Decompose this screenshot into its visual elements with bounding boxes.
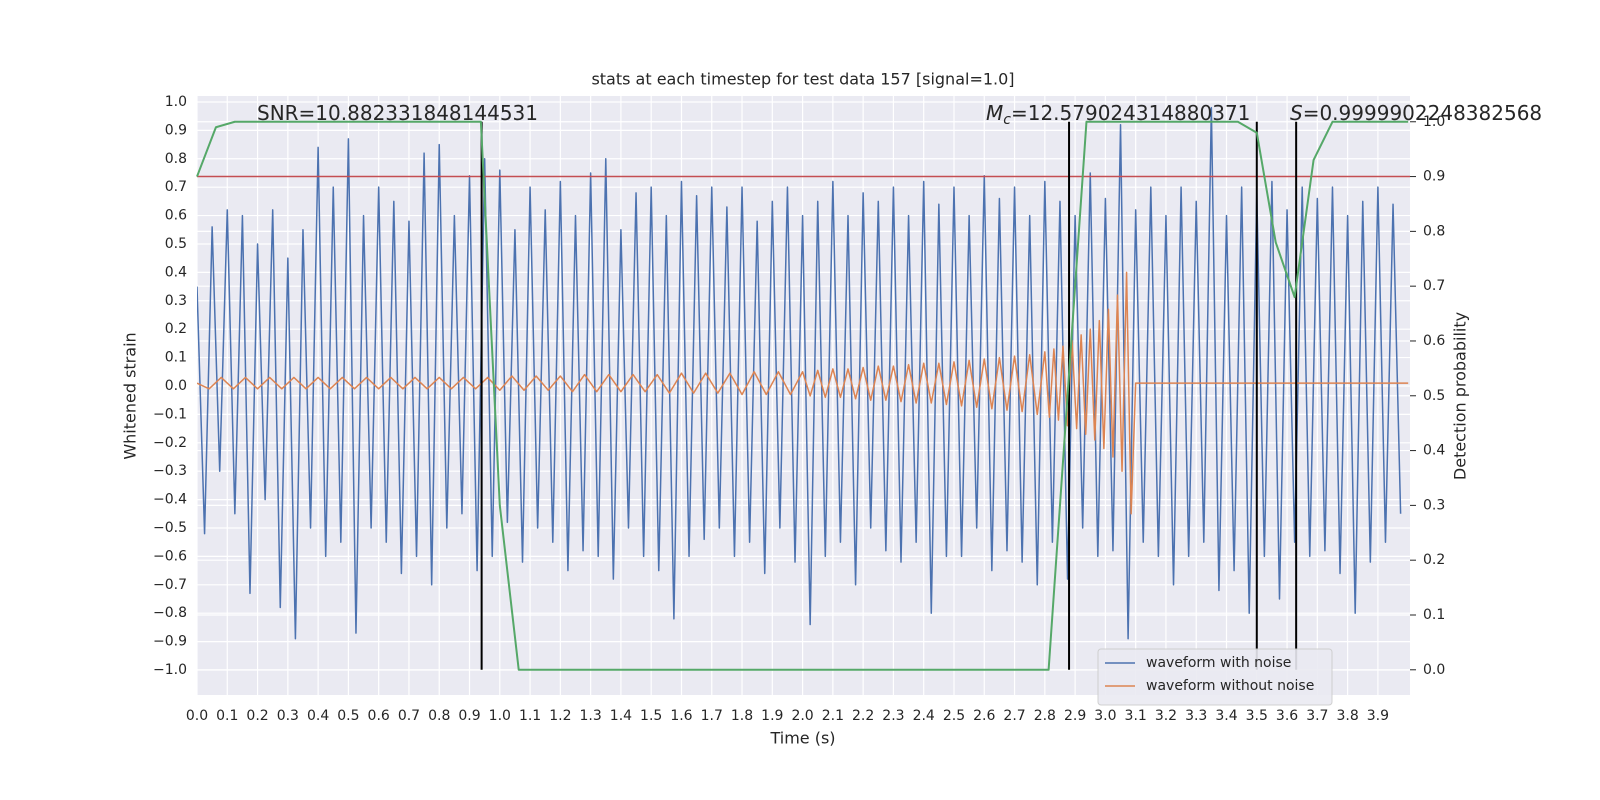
series-line <box>196 120 1409 671</box>
y-tick-label: 1.0 <box>165 94 187 110</box>
x-tick-label: 2.0 <box>791 708 813 724</box>
annotation: S=0.9999902248382568 <box>1290 101 1542 125</box>
y-tick-label: 0.4 <box>165 264 187 280</box>
x-tick-label: 1.3 <box>580 708 602 724</box>
y-axis-label: Whitened strain <box>121 332 140 459</box>
y2-tick-label: 0.2 <box>1423 552 1445 568</box>
x-tick-label: 3.4 <box>1215 708 1237 724</box>
x-tick-label: 0.9 <box>458 708 480 724</box>
y-tick-label: 0.0 <box>165 378 187 394</box>
x-tick-label: 2.3 <box>882 708 904 724</box>
annotation-text: =12.579024314880371 <box>1011 101 1250 125</box>
x-tick-label: 0.0 <box>186 708 208 724</box>
x-tick-label: 1.8 <box>731 708 753 724</box>
x-tick-label: 0.4 <box>307 708 329 724</box>
y-tick-label: −0.4 <box>153 492 187 508</box>
y2-tick-label: 0.0 <box>1423 662 1445 678</box>
x-tick-label: 3.7 <box>1306 708 1328 724</box>
x-tick-label: 2.2 <box>852 708 874 724</box>
x-tick-label: 2.9 <box>1064 708 1086 724</box>
x-tick-label: 3.8 <box>1336 708 1358 724</box>
y-tick-label: −0.5 <box>153 520 187 536</box>
annotation: Mc=12.579024314880371 <box>986 101 1250 129</box>
y-tick-label: 0.7 <box>165 179 187 195</box>
y2-axis-label: Detection probability <box>1451 312 1470 480</box>
x-tick-label: 1.5 <box>640 708 662 724</box>
y2-tick-label: 0.4 <box>1423 443 1445 459</box>
y2-tick-label: 0.7 <box>1423 278 1445 294</box>
y2-tick-label: 0.6 <box>1423 333 1445 349</box>
x-tick-label: 0.2 <box>246 708 268 724</box>
y-tick-label: −0.7 <box>153 577 187 593</box>
x-tick-label: 0.5 <box>337 708 359 724</box>
x-tick-label: 1.1 <box>519 708 541 724</box>
y-tick-label: −0.3 <box>153 463 187 479</box>
legend-label: waveform without noise <box>1146 678 1314 694</box>
y2-tick-label: 0.1 <box>1423 607 1445 623</box>
x-tick-label: 0.8 <box>428 708 450 724</box>
x-tick-label: 3.5 <box>1246 708 1268 724</box>
x-tick-label: 2.8 <box>1034 708 1056 724</box>
y-tick-label: 0.5 <box>165 236 187 252</box>
y2-tick-label: 0.5 <box>1423 388 1445 404</box>
y-tick-label: −0.1 <box>153 406 187 422</box>
chart-title: stats at each timestep for test data 157… <box>591 70 1014 89</box>
x-tick-label: 2.7 <box>1003 708 1025 724</box>
y-tick-label: −0.9 <box>153 634 187 650</box>
y2-tick-label: 0.9 <box>1423 169 1445 185</box>
series-line <box>197 271 1409 515</box>
x-tick-label: 3.3 <box>1185 708 1207 724</box>
x-tick-label: 0.3 <box>277 708 299 724</box>
x-axis-label: Time (s) <box>769 729 835 748</box>
y-tick-label: −0.6 <box>153 548 187 564</box>
x-tick-label: 3.6 <box>1276 708 1298 724</box>
annotation-text: =0.9999902248382568 <box>1303 101 1542 125</box>
x-tick-label: 3.1 <box>1125 708 1147 724</box>
y2-tick-label: 0.8 <box>1423 223 1445 239</box>
annotation-symbol: M <box>986 101 1003 125</box>
y-tick-label: −0.2 <box>153 435 187 451</box>
x-tick-label: 0.7 <box>398 708 420 724</box>
x-tick-label: 0.6 <box>368 708 390 724</box>
x-tick-label: 2.6 <box>973 708 995 724</box>
x-tick-label: 0.1 <box>216 708 238 724</box>
y2-tick-label: 0.3 <box>1423 497 1445 513</box>
y-tick-label: 0.2 <box>165 321 187 337</box>
x-tick-label: 2.4 <box>913 708 935 724</box>
x-tick-label: 3.0 <box>1094 708 1116 724</box>
x-tick-label: 1.2 <box>549 708 571 724</box>
x-tick-label: 1.0 <box>489 708 511 724</box>
y-tick-label: 0.8 <box>165 151 187 167</box>
legend-box <box>1097 648 1333 706</box>
y2-tick-label: 1.0 <box>1423 114 1445 130</box>
x-tick-label: 1.4 <box>610 708 632 724</box>
y-tick-label: −0.8 <box>153 605 187 621</box>
y-tick-label: 0.6 <box>165 208 187 224</box>
x-tick-label: 2.5 <box>943 708 965 724</box>
annotation: SNR=10.882331848144531 <box>257 101 538 125</box>
y-tick-label: 0.1 <box>165 350 187 366</box>
x-tick-label: 3.9 <box>1367 708 1389 724</box>
x-tick-label: 1.7 <box>701 708 723 724</box>
x-tick-label: 2.1 <box>822 708 844 724</box>
x-tick-label: 1.9 <box>761 708 783 724</box>
x-tick-label: 1.6 <box>670 708 692 724</box>
x-tick-label: 3.2 <box>1155 708 1177 724</box>
annotation-text: SNR=10.882331848144531 <box>257 101 538 125</box>
y-tick-label: −1.0 <box>153 662 187 678</box>
annotation-subscript: c <box>1003 112 1011 128</box>
annotation-symbol: S <box>1290 101 1303 125</box>
series-line <box>197 106 1402 640</box>
y-tick-label: 0.3 <box>165 293 187 309</box>
y-tick-label: 0.9 <box>165 122 187 138</box>
legend-label: waveform with noise <box>1146 655 1291 671</box>
